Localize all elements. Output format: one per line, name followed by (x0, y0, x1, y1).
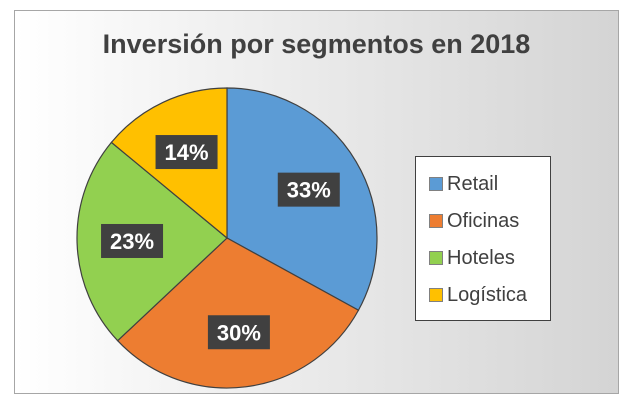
data-label-box-oficinas (207, 315, 270, 350)
chart-title: Inversión por segmentos en 2018 (102, 29, 531, 59)
legend-swatch-oficinas (429, 214, 443, 228)
legend-item-hoteles: Hoteles (429, 238, 550, 278)
legend: Retail Oficinas Hoteles Logística (415, 156, 551, 321)
legend-label-oficinas: Oficinas (447, 209, 520, 232)
data-label-box-hoteles (101, 223, 164, 258)
legend-label-logistica: Logística (447, 283, 528, 306)
data-label-text-hoteles: 23% (110, 229, 154, 254)
data-label-hoteles: 23% (101, 223, 164, 258)
chart-area: Inversión por segmentos en 2018 33% 30% 23… (14, 10, 619, 394)
legend-item-retail: Retail (429, 164, 550, 204)
pie-slice-oficinas (116, 237, 360, 389)
legend-label-hoteles: Hoteles (447, 246, 515, 269)
data-label-retail: 33% (277, 172, 340, 207)
data-label-box-retail (277, 172, 340, 207)
pie-chart: 33% 30% 23% 14% (76, 87, 378, 389)
legend-swatch-hoteles (429, 251, 443, 265)
data-label-oficinas: 30% (207, 315, 270, 350)
legend-label-retail: Retail (447, 172, 499, 195)
data-label-text-retail: 33% (287, 178, 331, 203)
legend-item-logistica: Logística (429, 275, 550, 315)
legend-swatch-retail (429, 177, 443, 191)
legend-swatch-logistica (429, 288, 443, 302)
data-label-logistica: 14% (155, 135, 218, 170)
legend-item-oficinas: Oficinas (429, 201, 550, 241)
data-label-text-oficinas: 30% (217, 320, 261, 345)
data-label-box-logistica (155, 135, 218, 170)
data-label-text-logistica: 14% (165, 140, 209, 165)
